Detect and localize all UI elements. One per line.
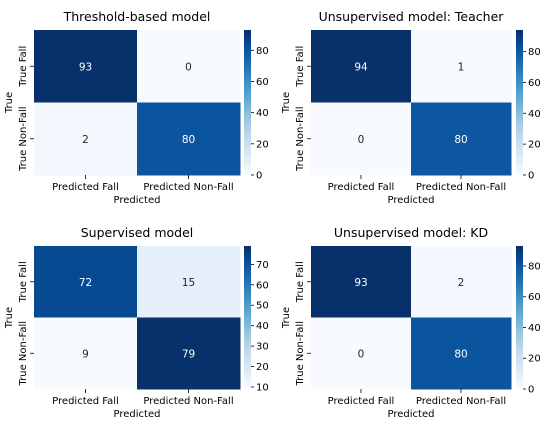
y-tick-label: True Non-Fall xyxy=(295,321,306,386)
heatmap-cell xyxy=(411,246,512,318)
cell-value-label: 80 xyxy=(182,134,195,146)
x-axis-label: Predicted xyxy=(388,409,435,420)
heatmap-cell xyxy=(34,317,138,390)
colorbar xyxy=(244,246,251,389)
x-tick-label: Predicted Fall xyxy=(328,182,395,193)
colorbar-tick-label: 70 xyxy=(256,260,269,271)
cell-value-label: 80 xyxy=(454,348,467,360)
x-axis-label: Predicted xyxy=(114,195,161,206)
cell-value-label: 2 xyxy=(82,134,89,146)
colorbar-tick-label: 20 xyxy=(528,354,541,365)
colorbar-tick-label: 20 xyxy=(528,140,541,151)
heatmap-cell xyxy=(311,317,412,390)
y-axis-label: True xyxy=(281,92,292,114)
colorbar-tick-label: 0 xyxy=(256,171,262,182)
heatmap-cell xyxy=(34,102,138,176)
x-tick-label: Predicted Non-Fall xyxy=(143,182,233,193)
colorbar-tick-label: 60 xyxy=(528,78,541,89)
cell-value-label: 80 xyxy=(454,134,467,146)
colorbar-tick-label: 80 xyxy=(528,261,541,272)
cell-value-label: 15 xyxy=(182,277,195,289)
x-tick-label: Predicted Fall xyxy=(52,182,119,193)
heatmap-cell xyxy=(411,102,512,176)
colorbar-tick-label: 40 xyxy=(528,109,541,120)
y-tick-label: True Non-Fall xyxy=(18,107,29,172)
colorbar-tick-label: 50 xyxy=(256,301,269,312)
cell-value-label: 93 xyxy=(79,61,92,73)
x-tick-label: Predicted Fall xyxy=(328,396,395,407)
heatmap-cell xyxy=(311,30,412,103)
colorbar-tick-label: 40 xyxy=(256,321,269,332)
colorbar-tick-label: 60 xyxy=(256,77,269,88)
colorbar-tick-label: 20 xyxy=(256,139,269,150)
y-tick-label: True Non-Fall xyxy=(295,107,306,172)
colorbar-tick-label: 80 xyxy=(528,47,541,58)
colorbar-tick-label: 60 xyxy=(528,292,541,303)
cell-value-label: 79 xyxy=(182,348,195,360)
colorbar-tick-label: 0 xyxy=(528,385,534,396)
heatmap-cell xyxy=(137,317,241,390)
cell-value-label: 0 xyxy=(185,61,192,73)
y-axis-label: True xyxy=(281,307,292,329)
y-tick-label: True Fall xyxy=(295,261,306,303)
panel-title: Unsupervised model: Teacher xyxy=(319,9,505,24)
heatmap-cell xyxy=(137,30,241,103)
colorbar xyxy=(516,30,523,175)
panel-title: Threshold-based model xyxy=(63,9,211,24)
y-axis-label: True xyxy=(4,307,15,329)
cell-value-label: 9 xyxy=(82,348,89,360)
cell-value-label: 94 xyxy=(354,61,368,73)
x-axis-label: Predicted xyxy=(114,409,161,420)
colorbar-tick-label: 80 xyxy=(256,46,269,57)
x-tick-label: Predicted Non-Fall xyxy=(416,396,506,407)
heatmap-cell xyxy=(311,246,412,318)
x-tick-label: Predicted Fall xyxy=(52,396,119,407)
heatmap-cell xyxy=(137,102,241,176)
y-tick-label: True Fall xyxy=(18,46,29,88)
cell-value-label: 0 xyxy=(358,134,365,146)
heatmap-cell xyxy=(34,30,138,103)
y-tick-label: True Non-Fall xyxy=(18,321,29,386)
y-tick-label: True Fall xyxy=(295,46,306,88)
x-tick-label: Predicted Non-Fall xyxy=(143,396,233,407)
heatmap-cell xyxy=(311,102,412,176)
heatmap-cell xyxy=(137,246,241,318)
colorbar-tick-label: 40 xyxy=(528,323,541,334)
colorbar xyxy=(244,30,251,175)
cell-value-label: 93 xyxy=(354,277,367,289)
cell-value-label: 2 xyxy=(458,277,465,289)
panel-title: Supervised model xyxy=(81,225,194,240)
panel-title: Unsupervised model: KD xyxy=(334,225,488,240)
x-axis-label: Predicted xyxy=(388,195,435,206)
colorbar-tick-label: 10 xyxy=(256,382,269,393)
colorbar-tick-label: 0 xyxy=(528,171,534,182)
x-tick-label: Predicted Non-Fall xyxy=(416,182,506,193)
cell-value-label: 0 xyxy=(358,348,365,360)
colorbar-tick-label: 30 xyxy=(256,342,269,353)
heatmap-cell xyxy=(411,317,512,390)
colorbar-tick-label: 40 xyxy=(256,108,269,119)
colorbar-tick-label: 60 xyxy=(256,280,269,291)
colorbar xyxy=(516,246,523,389)
y-axis-label: True xyxy=(4,92,15,114)
heatmap-cell xyxy=(34,246,138,318)
cell-value-label: 72 xyxy=(79,277,92,289)
cell-value-label: 1 xyxy=(458,61,465,73)
heatmap-cell xyxy=(411,30,512,103)
colorbar-tick-label: 20 xyxy=(256,362,269,373)
y-tick-label: True Fall xyxy=(18,261,29,303)
